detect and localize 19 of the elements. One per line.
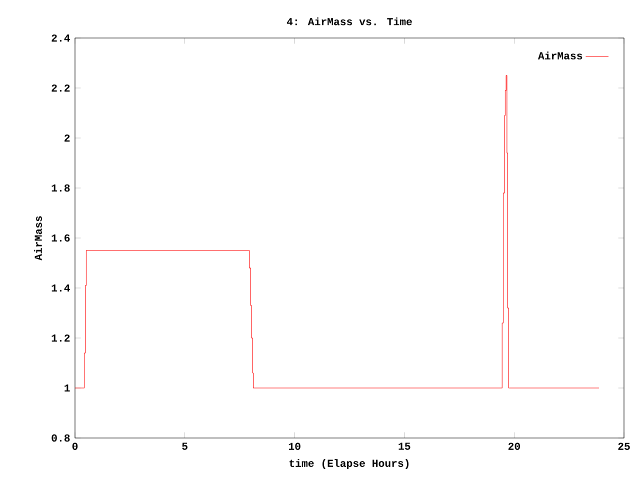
y-tick-label: 0.8 <box>52 434 70 442</box>
x-tick-label: 20 <box>508 442 520 450</box>
x-tick-label: 10 <box>288 442 300 450</box>
x-tick-label: 15 <box>398 442 410 450</box>
x-tick-label: 0 <box>72 442 78 450</box>
chart-title: 4: AirMass vs. Time <box>286 17 412 26</box>
legend-label: AirMass <box>538 52 582 60</box>
x-tick-label: 5 <box>182 442 188 450</box>
x-tick-label: 25 <box>618 442 630 450</box>
y-tick-label: 2 <box>64 134 70 142</box>
y-tick-label: 1.6 <box>52 234 70 242</box>
y-tick-label: 1 <box>64 384 70 392</box>
y-axis-title: AirMass <box>34 216 42 260</box>
y-tick-label: 1.4 <box>52 284 70 292</box>
y-tick-label: 2.4 <box>52 34 70 42</box>
y-tick-label: 1.2 <box>52 334 70 342</box>
y-tick-label: 1.8 <box>52 184 70 192</box>
y-tick-label: 2.2 <box>52 84 70 92</box>
x-axis-title: time (Elapse Hours) <box>290 459 408 470</box>
